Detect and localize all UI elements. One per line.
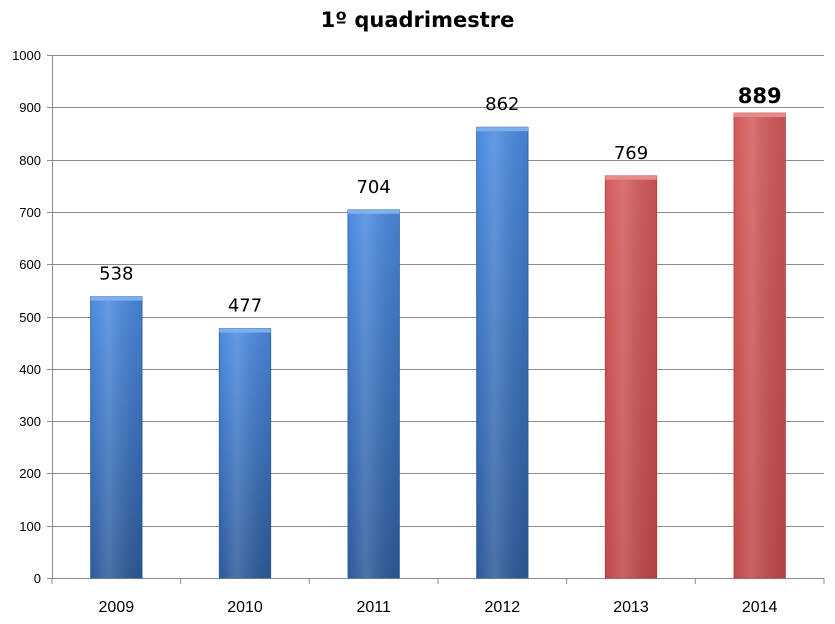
- bar-top-highlight: [605, 175, 657, 180]
- axes: [47, 55, 825, 584]
- data-label: 538: [99, 264, 133, 285]
- y-tick-label: 600: [19, 257, 41, 272]
- gridlines: [52, 55, 824, 527]
- y-tick-label: 700: [19, 205, 41, 220]
- y-tick-label: 900: [19, 100, 41, 115]
- bar-top-highlight: [476, 127, 529, 132]
- bar-shine: [733, 113, 786, 578]
- data-label: 704: [356, 177, 390, 198]
- data-label: 769: [614, 143, 648, 164]
- bar-top-highlight: [347, 209, 400, 214]
- x-tick-label: 2010: [227, 599, 263, 616]
- y-tick-label: 300: [19, 414, 41, 429]
- bar-top-highlight: [733, 113, 786, 118]
- labels: 0 100 200 300 400 500 600 700 800 900 1000 2009 538 2…: [12, 48, 782, 616]
- bar-shine: [90, 296, 143, 578]
- data-label: 477: [228, 296, 262, 317]
- data-label: 862: [485, 94, 519, 115]
- bar-top-highlight: [219, 328, 271, 333]
- x-tick-label: 2009: [99, 599, 135, 616]
- bar-shine: [347, 209, 400, 579]
- x-tick-label: 2012: [485, 599, 521, 616]
- data-label: 889: [738, 84, 782, 108]
- bar-shine: [219, 328, 271, 578]
- bar-shine: [605, 175, 657, 579]
- y-tick-label: 500: [19, 310, 41, 325]
- y-tick-label: 0: [34, 571, 41, 586]
- x-tick-label: 2014: [742, 599, 778, 616]
- bars: [90, 112, 786, 579]
- bar-shine: [476, 127, 529, 578]
- y-tick-label: 1000: [12, 48, 41, 63]
- x-tick-label: 2011: [356, 599, 391, 616]
- chart-title: 1º quadrimestre: [320, 8, 515, 32]
- bar-top-highlight: [90, 296, 143, 301]
- y-tick-label: 100: [19, 519, 41, 534]
- x-tick-label: 2013: [613, 599, 649, 616]
- y-tick-label: 800: [19, 153, 41, 168]
- y-tick-label: 200: [19, 466, 41, 481]
- y-tick-label: 400: [19, 362, 41, 377]
